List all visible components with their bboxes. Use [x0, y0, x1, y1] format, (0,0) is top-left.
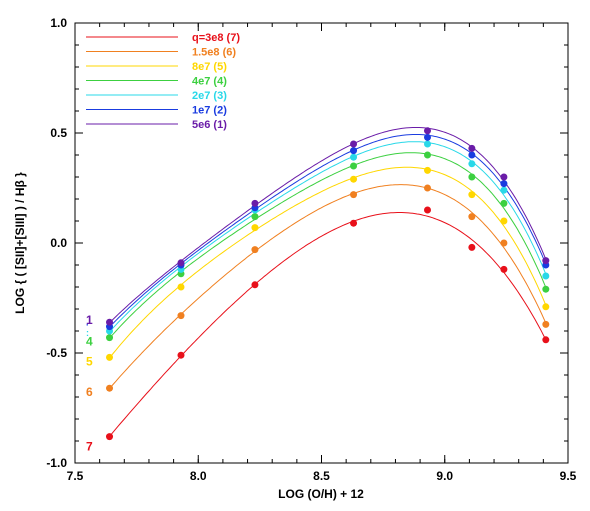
data-point	[542, 272, 550, 280]
data-point	[542, 285, 550, 293]
data-point	[106, 433, 114, 441]
data-point	[251, 199, 259, 207]
data-point	[423, 133, 431, 141]
legend-entry: q=3e8 (7)	[192, 32, 240, 44]
x-tick-label: 9.0	[436, 469, 453, 483]
data-point	[500, 239, 508, 247]
data-point	[542, 320, 550, 328]
y-tick-label: 0.0	[50, 236, 67, 250]
data-point	[251, 281, 259, 289]
data-point	[468, 144, 476, 152]
data-point	[423, 166, 431, 174]
data-point	[106, 318, 114, 326]
data-point	[350, 162, 358, 170]
x-axis-label: LOG (O/H) + 12	[278, 487, 364, 501]
legend: q=3e8 (7) 1.5e8 (6) 8e7 (5) 4e7 (4) 2e7 (3) 1…	[86, 32, 240, 131]
y-tick-label: -1.0	[46, 456, 67, 470]
end-label: .	[86, 318, 89, 328]
end-label: :	[86, 328, 89, 338]
data-point	[350, 140, 358, 148]
end-label: 4	[86, 335, 93, 349]
data-point	[106, 353, 114, 361]
data-point	[500, 186, 508, 194]
curve-4	[109, 152, 547, 339]
data-point	[350, 153, 358, 161]
data-point	[106, 384, 114, 392]
axes-layer: 7.5 8.0 8.5 9.0 9.5-1.0-0.50.00.51.0	[46, 16, 576, 483]
legend-entry: 8e7 (5)	[192, 61, 227, 73]
data-point	[500, 180, 508, 188]
x-tick-label: 8.5	[313, 469, 330, 483]
legend-entry: 1.5e8 (6)	[192, 47, 236, 59]
data-point	[468, 173, 476, 181]
data-point	[350, 147, 358, 155]
curve-5	[109, 166, 547, 359]
end-label: 1	[86, 313, 93, 327]
x-tick-label: 9.5	[560, 469, 577, 483]
curve-3	[109, 141, 547, 333]
data-point	[106, 334, 114, 342]
x-tick-label: 7.5	[67, 469, 84, 483]
end-label: 5	[86, 354, 93, 368]
data-point	[251, 224, 259, 232]
data-point	[500, 173, 508, 181]
legend-entry: 2e7 (3)	[192, 90, 227, 102]
data-point	[468, 213, 476, 221]
data-point	[423, 151, 431, 159]
legend-entry: 5e6 (1)	[192, 119, 227, 131]
legend-entry: 4e7 (4)	[192, 76, 227, 88]
x-tick-label: 8.0	[190, 469, 207, 483]
data-point	[542, 336, 550, 344]
curve-6	[109, 184, 547, 389]
points-layer	[106, 127, 550, 441]
plot-frame	[74, 22, 569, 464]
data-point	[542, 257, 550, 265]
legend-entry: 1e7 (2)	[192, 105, 227, 117]
data-point	[423, 127, 431, 135]
data-point	[423, 206, 431, 214]
data-point	[423, 140, 431, 148]
data-point	[500, 217, 508, 225]
data-point	[177, 259, 185, 267]
data-point	[350, 219, 358, 227]
y-tick-label: -0.5	[46, 346, 67, 360]
curves-layer	[109, 127, 547, 437]
data-point	[468, 243, 476, 251]
data-point	[542, 303, 550, 311]
data-point	[177, 283, 185, 291]
data-point	[468, 191, 476, 199]
data-point	[251, 213, 259, 221]
data-point	[468, 160, 476, 168]
data-point	[468, 151, 476, 159]
data-point	[350, 175, 358, 183]
data-point	[500, 265, 508, 273]
end-label: 7	[86, 440, 93, 454]
data-point	[177, 351, 185, 359]
data-point	[177, 312, 185, 320]
data-point	[500, 199, 508, 207]
y-tick-label: 0.5	[50, 126, 67, 140]
data-point	[251, 246, 259, 254]
y-axis-label: LOG { ( [SII]+[SIII] ) / Hβ }	[13, 172, 27, 314]
curve-7	[109, 212, 547, 437]
data-point	[423, 184, 431, 192]
curve-2	[109, 134, 547, 328]
y-tick-label: 1.0	[50, 16, 67, 30]
curve-1	[109, 127, 547, 324]
end-labels-layer: 7 6 5 4:.1	[86, 313, 93, 453]
data-point	[350, 191, 358, 199]
end-label: 6	[86, 385, 93, 399]
